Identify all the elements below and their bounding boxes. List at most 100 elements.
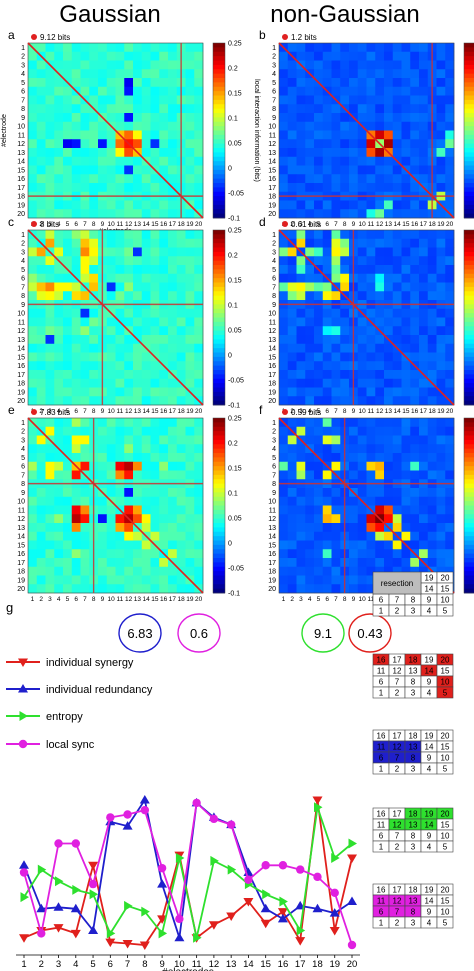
- heatmap-cell: [115, 308, 125, 318]
- colorbar-frame: [463, 42, 474, 219]
- heatmap-cell: [71, 238, 81, 248]
- colorbar-segment: [464, 588, 474, 594]
- heatmap-cell: [133, 265, 143, 275]
- colorbar-segment: [213, 108, 225, 114]
- heatmap-cell: [366, 51, 376, 61]
- heatmap-cell: [410, 60, 420, 70]
- heatmap-cell: [296, 148, 306, 158]
- heatmap-cell: [287, 435, 297, 445]
- heatmap-cell: [357, 549, 367, 559]
- data-point: [260, 919, 271, 929]
- heatmap-cell: [392, 51, 402, 61]
- heatmap-cell: [384, 273, 394, 283]
- data-point: [37, 864, 47, 875]
- heatmap-cell: [28, 352, 38, 362]
- heatmap-cell: [322, 584, 332, 594]
- heatmap-cell: [54, 282, 64, 292]
- heatmap-cell: [410, 558, 420, 568]
- x-tick-label: 9: [159, 959, 164, 970]
- heatmap-cell: [98, 566, 108, 576]
- heatmap-cell: [36, 60, 46, 70]
- colorbar-segment: [213, 426, 225, 432]
- heatmap-cell: [366, 435, 376, 445]
- heatmap-cell: [340, 282, 350, 292]
- heatmap-cell: [106, 387, 116, 397]
- heatmap-cell: [54, 209, 64, 219]
- grid-cell-label: 8: [411, 678, 416, 687]
- heatmap-cell: [185, 317, 195, 327]
- heatmap-cell: [71, 230, 81, 240]
- heatmap-cell: [71, 378, 81, 388]
- heatmap-cell: [296, 104, 306, 114]
- heatmap-cell: [375, 104, 385, 114]
- y-tick-label: 7: [272, 472, 276, 479]
- heatmap-cell: [392, 174, 402, 184]
- colorbar-segment: [464, 514, 474, 520]
- heatmap-cell: [45, 165, 55, 175]
- heatmap-cell: [287, 531, 297, 541]
- heatmap-cell: [133, 69, 143, 79]
- heatmap-frame: [27, 417, 204, 594]
- heatmap-cell: [133, 453, 143, 463]
- heatmap-cell: [314, 566, 324, 576]
- heatmap-cell: [340, 317, 350, 327]
- heatmap-cell: [419, 174, 429, 184]
- heatmap-cell: [410, 514, 420, 524]
- heatmap-cell: [133, 435, 143, 445]
- heatmap-cell: [124, 566, 134, 576]
- heatmap-cell: [314, 435, 324, 445]
- colorbar-segment: [464, 187, 474, 193]
- heatmap-cell: [419, 514, 429, 524]
- heatmap-cell: [150, 435, 160, 445]
- heatmap-cell: [287, 496, 297, 506]
- data-point: [192, 798, 201, 808]
- heatmap-cell: [141, 426, 151, 436]
- heatmap-cell: [445, 514, 455, 524]
- heatmap-cell: [36, 505, 46, 515]
- heatmap-cell: [168, 156, 178, 166]
- heatmap-cell: [410, 238, 420, 248]
- heatmap-cell: [349, 78, 359, 88]
- heatmap-cell: [375, 78, 385, 88]
- colorbar-segment: [464, 86, 474, 92]
- heatmap-cell: [185, 426, 195, 436]
- heatmap-cell: [410, 51, 420, 61]
- heatmap-cell: [185, 488, 195, 498]
- heatmap-cell: [287, 273, 297, 283]
- colorbar-segment: [213, 505, 225, 511]
- heatmap-cell: [419, 78, 429, 88]
- heatmap-cell: [89, 230, 99, 240]
- heatmap-cell: [357, 523, 367, 533]
- heatmap-cell: [80, 69, 90, 79]
- heatmap-cell: [28, 148, 38, 158]
- colorbar-segment: [213, 251, 225, 257]
- colorbar-tick-label: -0.05: [228, 191, 244, 198]
- heatmap-cell: [331, 43, 341, 53]
- heatmap-cell: [28, 265, 38, 275]
- x-tick-label: 18: [178, 596, 186, 603]
- heatmap-cell: [357, 95, 367, 105]
- heatmap-cell: [141, 435, 151, 445]
- heatmap-cell: [445, 461, 455, 471]
- heatmap-cell: [322, 335, 332, 345]
- heatmap-cell: [168, 335, 178, 345]
- heatmap-cell: [36, 130, 46, 140]
- heatmap-cell: [305, 113, 315, 123]
- heatmap-cell: [150, 238, 160, 248]
- heatmap-cell: [357, 139, 367, 149]
- colorbar-segment: [213, 492, 225, 498]
- heatmap-cell: [305, 95, 315, 105]
- heatmap-cell: [36, 326, 46, 336]
- heatmap-cell: [168, 200, 178, 210]
- data-point: [261, 861, 270, 870]
- heatmap-cell: [366, 247, 376, 257]
- colorbar-segment: [213, 278, 225, 283]
- heatmap-cell: [63, 247, 73, 257]
- heatmap-cell: [279, 352, 289, 362]
- colorbar-segment: [464, 505, 474, 511]
- heatmap-cell: [375, 549, 385, 559]
- heatmap-cell: [71, 488, 81, 498]
- heatmap-cell: [340, 86, 350, 96]
- x-tick-label: 9: [352, 221, 356, 228]
- x-tick-label: 13: [134, 408, 142, 415]
